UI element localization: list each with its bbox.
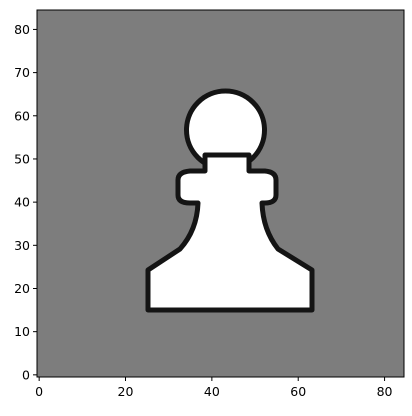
y-tick-label: 40	[14, 195, 30, 210]
x-tick-label: 0	[35, 384, 43, 399]
y-tick-label: 60	[14, 108, 30, 123]
pawn-piece	[145, 88, 315, 313]
y-axis: 0 10 20 30 40 50 60 70 80	[14, 22, 37, 382]
x-tick-label: 40	[204, 384, 220, 399]
y-tick-label: 30	[14, 238, 30, 253]
y-tick-label: 20	[14, 281, 30, 296]
y-tick-label: 0	[22, 367, 30, 382]
pawn-body	[145, 152, 315, 313]
y-tick-label: 70	[14, 65, 30, 80]
plot-frame	[36, 9, 405, 378]
y-tick-label: 10	[14, 324, 30, 339]
y-tick-label: 80	[14, 22, 30, 37]
x-tick-label: 80	[377, 384, 393, 399]
x-tick-label: 60	[290, 384, 306, 399]
x-tick-label: 20	[118, 384, 134, 399]
x-axis: 0 20 40 60 80	[35, 377, 393, 399]
y-tick-label: 50	[14, 151, 30, 166]
